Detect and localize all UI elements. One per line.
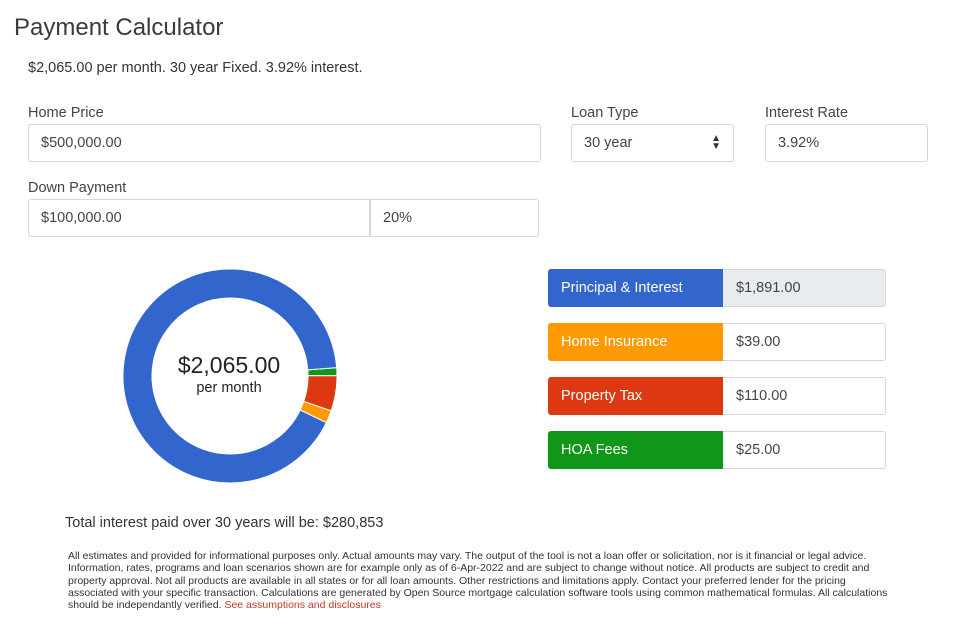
select-updown-icon: ▲ ▼ (711, 133, 721, 152)
payment-donut-chart (122, 268, 338, 484)
interest-rate-input[interactable]: 3.92% (765, 124, 928, 162)
property-tax-value: $110.00 (736, 388, 788, 404)
principal-interest-value: $1,891.00 (723, 269, 886, 307)
hoa-fees-input[interactable]: $25.00 (723, 431, 886, 469)
principal-interest-label: Principal & Interest (548, 269, 723, 307)
breakdown-row-home-insurance: Home Insurance $39.00 (548, 323, 886, 361)
disclosures-link[interactable]: See assumptions and disclosures (224, 599, 381, 612)
loan-type-value: 30 year (584, 135, 633, 151)
hoa-fees-label: HOA Fees (548, 431, 723, 469)
disclaimer-text: All estimates and provided for informati… (68, 550, 890, 611)
interest-rate-label: Interest Rate (765, 105, 849, 121)
home-price-input[interactable]: $500,000.00 (28, 124, 541, 162)
breakdown-row-principal-interest: Principal & Interest $1,891.00 (548, 269, 886, 307)
home-insurance-label: Home Insurance (548, 323, 723, 361)
payment-summary: $2,065.00 per month. 30 year Fixed. 3.92… (28, 60, 363, 76)
down-payment-percent-value: 20% (383, 210, 413, 226)
total-interest-text: Total interest paid over 30 years will b… (65, 515, 384, 531)
interest-rate-value: 3.92% (778, 135, 820, 151)
disclaimer-body: All estimates and provided for informati… (68, 550, 888, 612)
principal-interest-slice (122, 268, 338, 484)
property-tax-label: Property Tax (548, 377, 723, 415)
hoa-fees-value: $25.00 (736, 442, 781, 458)
down-payment-amount-value: $100,000.00 (41, 210, 122, 226)
home-price-value: $500,000.00 (41, 135, 122, 151)
down-payment-label: Down Payment (28, 180, 127, 196)
home-insurance-input[interactable]: $39.00 (723, 323, 886, 361)
loan-type-label: Loan Type (571, 105, 639, 121)
down-payment-amount-input[interactable]: $100,000.00 (28, 199, 370, 237)
monthly-total-amount: $2,065.00 (177, 352, 281, 378)
property-tax-input[interactable]: $110.00 (723, 377, 886, 415)
down-payment-percent-input[interactable]: 20% (370, 199, 539, 237)
home-price-label: Home Price (28, 105, 104, 121)
page-title: Payment Calculator (14, 14, 224, 41)
breakdown-row-property-tax: Property Tax $110.00 (548, 377, 886, 415)
per-month-label: per month (196, 380, 262, 396)
breakdown-row-hoa-fees: HOA Fees $25.00 (548, 431, 886, 469)
loan-type-select[interactable]: 30 year ▲ ▼ (571, 124, 734, 162)
home-insurance-value: $39.00 (736, 334, 781, 350)
